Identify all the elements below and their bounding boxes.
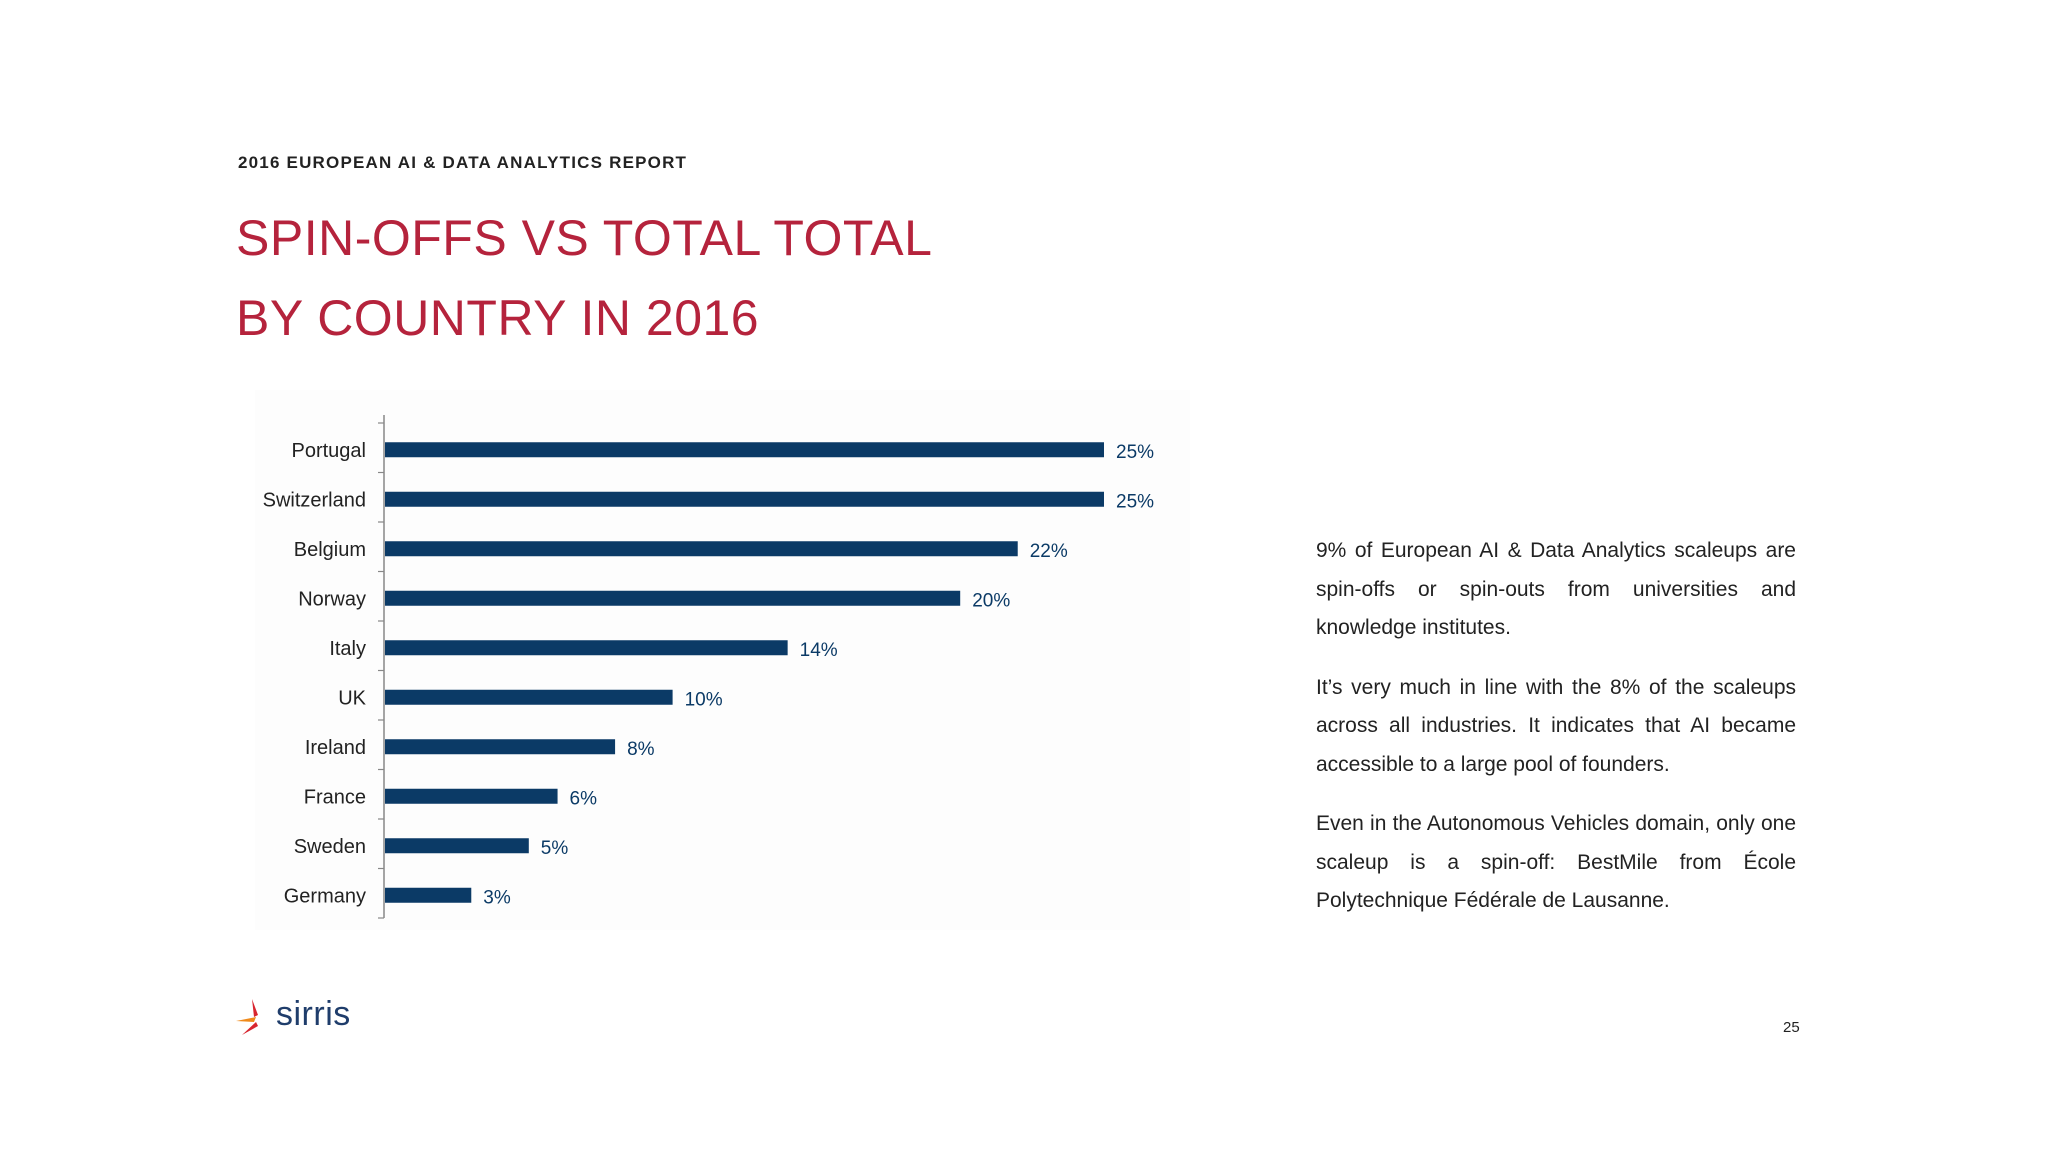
category-label: Italy	[329, 638, 366, 660]
data-label: 25%	[1116, 442, 1154, 463]
bar	[385, 887, 472, 903]
bar	[385, 541, 1018, 557]
bar	[385, 442, 1104, 458]
category-label: Switzerland	[263, 489, 366, 511]
chart-panel: Portugal 25% Switzerland 25% Belgium 22% Norwa…	[255, 390, 1190, 930]
data-label: 3%	[483, 887, 511, 908]
category-label: Ireland	[305, 737, 366, 759]
title-line-2: BY COUNTRY IN 2016	[236, 290, 760, 346]
data-label: 6%	[570, 788, 598, 809]
body-text: 9% of European AI & Data Analytics scale…	[1316, 532, 1796, 942]
category-label: Portugal	[292, 440, 367, 462]
category-label: UK	[338, 687, 366, 709]
bar-chart: Portugal 25% Switzerland 25% Belgium 22% Norwa…	[263, 415, 1154, 919]
report-label: 2016 EUROPEAN AI & DATA ANALYTICS REPORT	[238, 153, 688, 172]
bar	[385, 491, 1104, 507]
paragraph-2: It’s very much in line with the 8% of th…	[1316, 675, 1796, 776]
data-label: 20%	[972, 590, 1010, 611]
data-label: 5%	[541, 838, 569, 859]
category-label: Sweden	[294, 836, 366, 858]
bar	[385, 838, 529, 854]
bar	[385, 788, 558, 804]
bar	[385, 689, 673, 705]
category-label: Norway	[298, 588, 366, 610]
data-label: 8%	[627, 739, 655, 760]
bar	[385, 590, 961, 606]
page-title: SPIN-OFFS VS TOTAL TOTAL BY COUNTRY IN 2…	[236, 198, 932, 358]
data-label: 10%	[685, 689, 723, 710]
paragraph-3: Even in the Autonomous Vehicles domain, …	[1316, 812, 1796, 912]
data-label: 22%	[1030, 541, 1068, 562]
bar	[385, 640, 788, 656]
sirris-logo-icon	[236, 999, 258, 1035]
category-label: Germany	[284, 885, 366, 907]
data-label: 14%	[800, 640, 838, 661]
bar	[385, 739, 616, 755]
logo-text: sirris	[276, 995, 351, 1033]
category-label: France	[304, 786, 366, 808]
title-line-1: SPIN-OFFS VS TOTAL TOTAL	[236, 210, 933, 266]
page-number: 25	[1783, 1019, 1800, 1036]
sirris-logo: sirris	[234, 995, 374, 1043]
paragraph-1: 9% of European AI & Data Analytics scale…	[1316, 539, 1796, 639]
category-label: Belgium	[294, 539, 366, 561]
data-label: 25%	[1116, 491, 1154, 512]
